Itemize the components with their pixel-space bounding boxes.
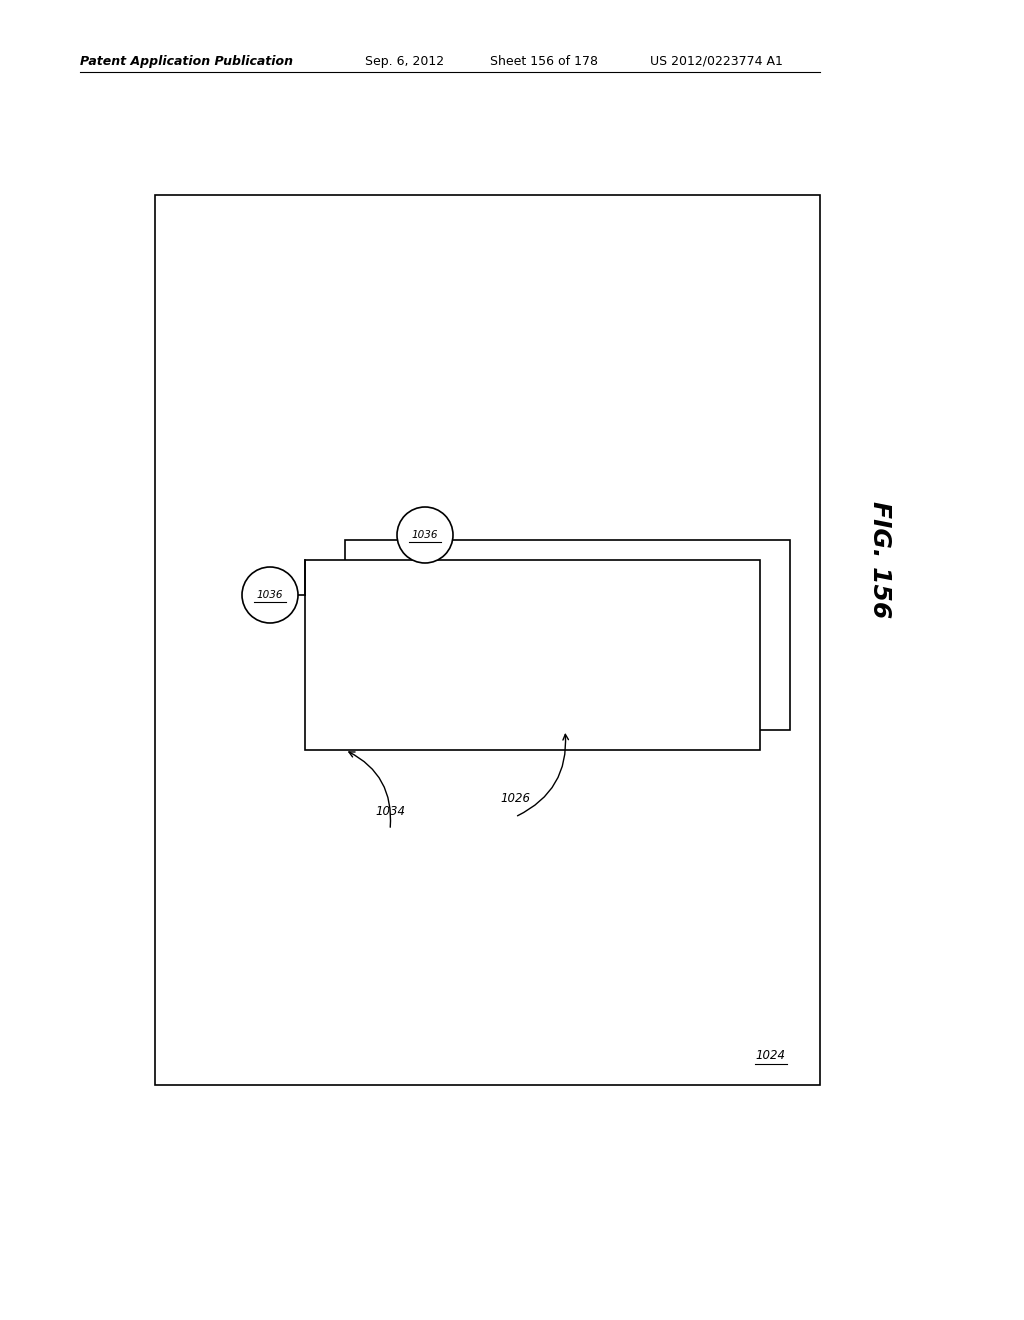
Text: 1036: 1036 [412, 531, 438, 540]
Text: Patent Application Publication: Patent Application Publication [80, 55, 293, 69]
Text: 1024: 1024 [755, 1049, 785, 1063]
Text: 1036: 1036 [257, 590, 284, 601]
Text: Sheet 156 of 178: Sheet 156 of 178 [490, 55, 598, 69]
Text: 1034: 1034 [375, 805, 406, 818]
Text: Sep. 6, 2012: Sep. 6, 2012 [365, 55, 444, 69]
Bar [305, 560, 760, 750]
Text: 1026: 1026 [500, 792, 530, 805]
Circle shape [397, 507, 453, 564]
Circle shape [242, 568, 298, 623]
Text: FIG. 156: FIG. 156 [868, 502, 892, 619]
Bar [345, 540, 790, 730]
Bar [155, 195, 820, 1085]
Text: US 2012/0223774 A1: US 2012/0223774 A1 [650, 55, 783, 69]
